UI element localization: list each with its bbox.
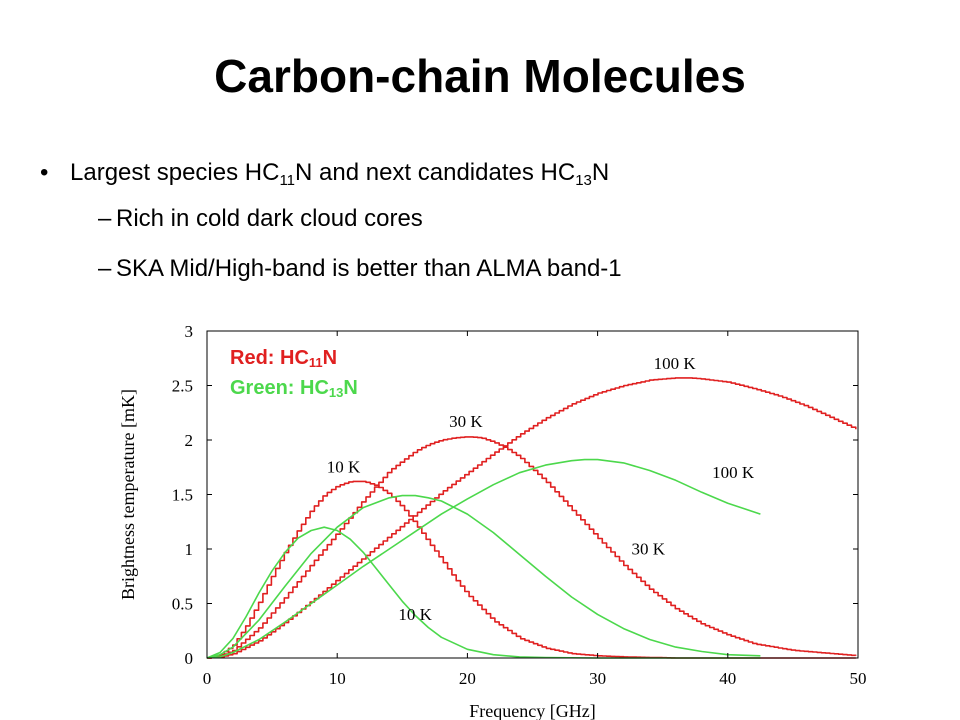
series-line-4	[206, 494, 761, 659]
bullet-main-mid: N and next candidates HC	[295, 159, 576, 186]
chart-legend: Red: HC11N Green: HC13N	[230, 343, 358, 403]
bullet-dot-icon: •	[40, 159, 49, 186]
y-tick-label: 0	[185, 649, 194, 668]
x-tick-label: 10	[329, 669, 346, 688]
annotation-1: 30 K	[449, 412, 483, 431]
bullet-list: • Largest species HC11N and next candidat…	[0, 0, 960, 320]
series-line-2	[207, 377, 857, 659]
chart-plot-area	[206, 377, 857, 659]
bullet-main-prefix: Largest species HC	[70, 159, 280, 186]
y-tick-label: 2	[185, 431, 194, 450]
annotation-5: 10 K	[398, 605, 432, 624]
dash-icon: –	[98, 255, 112, 282]
legend-red-sub: 11	[308, 355, 323, 370]
annotation-3: 100 K	[712, 463, 755, 482]
bullet-main-sub1: 11	[279, 172, 296, 189]
dash-icon: –	[98, 205, 112, 232]
y-tick-label: 1	[185, 540, 194, 559]
series-line-1	[207, 436, 857, 659]
bullet-main-suffix: N	[591, 159, 610, 186]
legend-red-prefix: Red: HC	[230, 347, 309, 369]
x-tick-label: 20	[459, 669, 476, 688]
x-tick-label: 50	[850, 669, 867, 688]
sub-bullet-2-text: SKA Mid/High-band is better than ALMA ba…	[116, 255, 622, 282]
legend-green-sub: 13	[328, 385, 344, 400]
annotation-4: 30 K	[631, 539, 665, 558]
y-tick-label: 2.5	[172, 377, 193, 396]
legend-green-suffix: N	[343, 377, 358, 399]
legend-green: Green: HC13N	[230, 373, 358, 403]
legend-red: Red: HC11N	[230, 343, 358, 373]
bullet-main: • Largest species HC11N and next candidat…	[40, 158, 609, 188]
y-tick-label: 0.5	[172, 595, 193, 614]
y-tick-label: 1.5	[172, 486, 193, 505]
chart-annotations: 10 K 30 K 100 K 100 K 30 K 10 K	[327, 354, 755, 624]
sub-bullet-1: – Rich in cold dark cloud cores	[98, 204, 423, 234]
series-line-5	[206, 458, 761, 659]
annotation-0: 10 K	[327, 458, 361, 477]
x-tick-label: 30	[589, 669, 606, 688]
bullet-main-sub2: 13	[575, 172, 592, 189]
legend-green-prefix: Green: HC	[230, 377, 329, 399]
sub-bullet-2: – SKA Mid/High-band is better than ALMA b…	[98, 254, 622, 284]
chart-ticks: 0 10 20 30 40 50 0 0.5 1 1.5 2 2.5 3	[172, 322, 867, 688]
series-line-3	[206, 526, 761, 659]
y-axis-label: Brightness temperature [mK]	[118, 389, 138, 600]
legend-red-suffix: N	[322, 347, 338, 369]
x-tick-label: 0	[203, 669, 212, 688]
x-axis-label: Frequency [GHz]	[469, 701, 595, 720]
x-tick-label: 40	[719, 669, 736, 688]
y-tick-label: 3	[185, 322, 194, 341]
annotation-2: 100 K	[654, 354, 697, 373]
slide-title: Carbon-chain Molecules	[214, 50, 746, 102]
series-line-0	[207, 480, 856, 659]
sub-bullet-1-text: Rich in cold dark cloud cores	[116, 205, 423, 232]
